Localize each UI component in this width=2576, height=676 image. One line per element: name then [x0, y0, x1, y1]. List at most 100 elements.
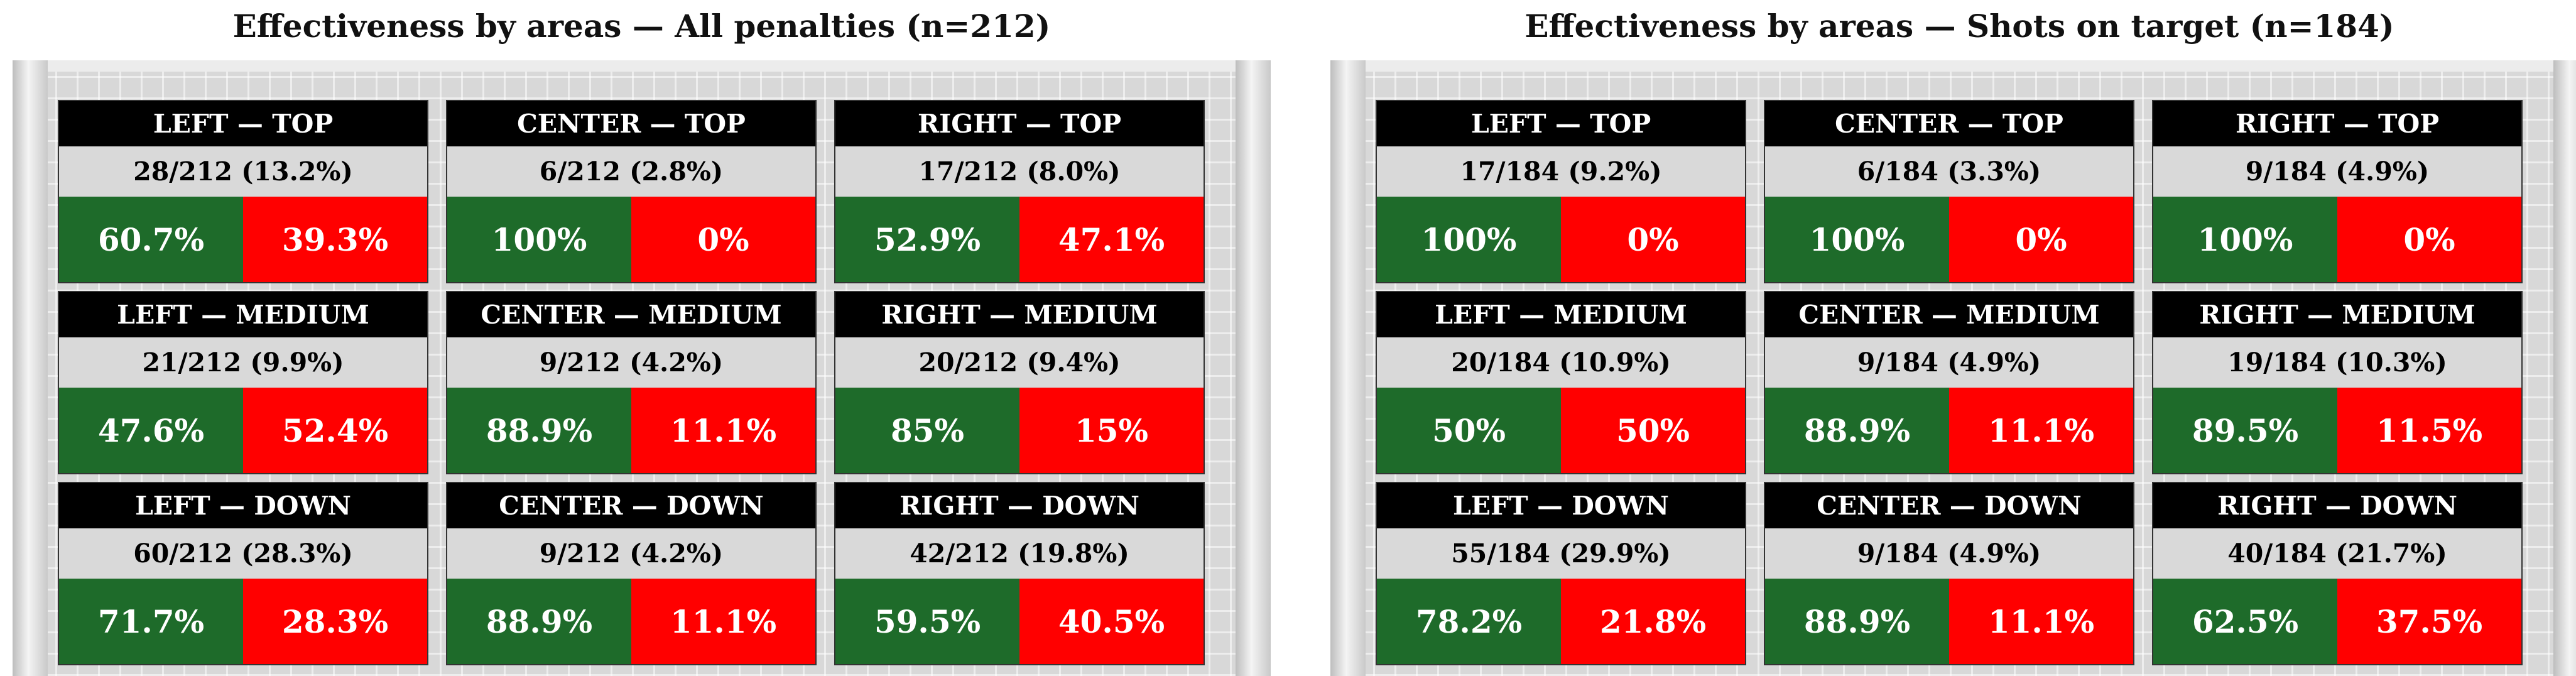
- area-percentages: 78.2% 21.8%: [1377, 579, 1745, 664]
- miss-percentage: 39.3%: [243, 197, 427, 282]
- miss-percentage: 11.1%: [1949, 388, 2133, 473]
- miss-percentage: 0%: [1561, 197, 1745, 282]
- goal-percentage: 62.5%: [2153, 579, 2337, 664]
- area-percentages: 47.6% 52.4%: [59, 388, 427, 473]
- panel-title: Effectiveness by areas — Shots on target…: [1524, 8, 2394, 45]
- goal-percentage: 88.9%: [447, 579, 631, 664]
- area-cell: LEFT — TOP 28/212 (13.2%) 60.7% 39.3%: [58, 100, 428, 283]
- area-percentages: 100% 0%: [447, 197, 815, 282]
- area-cell: LEFT — DOWN 60/212 (28.3%) 71.7% 28.3%: [58, 482, 428, 665]
- area-percentages: 88.9% 11.1%: [447, 579, 815, 664]
- area-cell: LEFT — TOP 17/184 (9.2%) 100% 0%: [1376, 100, 1746, 283]
- area-count: 20/212 (9.4%): [835, 337, 1204, 388]
- goal-percentage: 71.7%: [59, 579, 243, 664]
- area-percentages: 88.9% 11.1%: [1765, 579, 2133, 664]
- area-percentages: 100% 0%: [1765, 197, 2133, 282]
- area-count: 28/212 (13.2%): [59, 146, 427, 197]
- area-label: CENTER — DOWN: [447, 483, 815, 528]
- miss-percentage: 47.1%: [1019, 197, 1204, 282]
- area-label: CENTER — DOWN: [1765, 483, 2133, 528]
- goal-percentage: 88.9%: [447, 388, 631, 473]
- area-percentages: 89.5% 11.5%: [2153, 388, 2521, 473]
- area-cell: CENTER — MEDIUM 9/184 (4.9%) 88.9% 11.1%: [1764, 291, 2134, 474]
- goal-post-right: [2553, 60, 2576, 676]
- area-count: 20/184 (10.9%): [1377, 337, 1745, 388]
- goal-post-left: [1330, 60, 1366, 676]
- area-percentages: 59.5% 40.5%: [835, 579, 1204, 664]
- goal-percentage: 78.2%: [1377, 579, 1561, 664]
- area-count: 60/212 (28.3%): [59, 528, 427, 579]
- miss-percentage: 0%: [631, 197, 815, 282]
- goal-percentage: 89.5%: [2153, 388, 2337, 473]
- miss-percentage: 0%: [1949, 197, 2133, 282]
- area-percentages: 62.5% 37.5%: [2153, 579, 2521, 664]
- area-count: 9/184 (4.9%): [1765, 528, 2133, 579]
- goal-percentage: 100%: [2153, 197, 2337, 282]
- area-count: 6/212 (2.8%): [447, 146, 815, 197]
- area-count: 17/212 (8.0%): [835, 146, 1204, 197]
- area-cell: CENTER — DOWN 9/184 (4.9%) 88.9% 11.1%: [1764, 482, 2134, 665]
- area-cell: CENTER — DOWN 9/212 (4.2%) 88.9% 11.1%: [446, 482, 817, 665]
- goal-post-right: [1236, 60, 1271, 676]
- area-label: RIGHT — DOWN: [2153, 483, 2521, 528]
- area-label: RIGHT — TOP: [2153, 101, 2521, 146]
- area-count: 19/184 (10.3%): [2153, 337, 2521, 388]
- goal-percentage: 60.7%: [59, 197, 243, 282]
- area-count: 9/212 (4.2%): [447, 337, 815, 388]
- miss-percentage: 15%: [1019, 388, 1204, 473]
- miss-percentage: 37.5%: [2337, 579, 2521, 664]
- area-grid: LEFT — TOP 17/184 (9.2%) 100% 0% CENTER — TO…: [1376, 100, 2523, 665]
- area-cell: LEFT — MEDIUM 21/212 (9.9%) 47.6% 52.4%: [58, 291, 428, 474]
- area-count: 17/184 (9.2%): [1377, 146, 1745, 197]
- goal-percentage: 88.9%: [1765, 388, 1949, 473]
- miss-percentage: 50%: [1561, 388, 1745, 473]
- area-count: 55/184 (29.9%): [1377, 528, 1745, 579]
- area-cell: RIGHT — MEDIUM 20/212 (9.4%) 85% 15%: [834, 291, 1205, 474]
- area-label: RIGHT — MEDIUM: [2153, 292, 2521, 337]
- area-count: 9/184 (4.9%): [2153, 146, 2521, 197]
- area-label: LEFT — DOWN: [1377, 483, 1745, 528]
- area-count: 21/212 (9.9%): [59, 337, 427, 388]
- area-cell: LEFT — MEDIUM 20/184 (10.9%) 50% 50%: [1376, 291, 1746, 474]
- miss-percentage: 11.5%: [2337, 388, 2521, 473]
- goal-percentage: 100%: [1765, 197, 1949, 282]
- area-label: LEFT — TOP: [59, 101, 427, 146]
- area-percentages: 71.7% 28.3%: [59, 579, 427, 664]
- area-count: 9/184 (4.9%): [1765, 337, 2133, 388]
- area-label: CENTER — MEDIUM: [1765, 292, 2133, 337]
- miss-percentage: 28.3%: [243, 579, 427, 664]
- area-percentages: 50% 50%: [1377, 388, 1745, 473]
- area-cell: RIGHT — DOWN 42/212 (19.8%) 59.5% 40.5%: [834, 482, 1205, 665]
- miss-percentage: 11.1%: [1949, 579, 2133, 664]
- miss-percentage: 11.1%: [631, 579, 815, 664]
- area-percentages: 52.9% 47.1%: [835, 197, 1204, 282]
- area-label: RIGHT — TOP: [835, 101, 1204, 146]
- area-cell: RIGHT — TOP 9/184 (4.9%) 100% 0%: [2152, 100, 2523, 283]
- area-cell: LEFT — DOWN 55/184 (29.9%) 78.2% 21.8%: [1376, 482, 1746, 665]
- miss-percentage: 52.4%: [243, 388, 427, 473]
- area-count: 6/184 (3.3%): [1765, 146, 2133, 197]
- area-label: RIGHT — MEDIUM: [835, 292, 1204, 337]
- panel-title: Effectiveness by areas — All penalties (…: [232, 8, 1051, 45]
- area-percentages: 100% 0%: [2153, 197, 2521, 282]
- area-count: 9/212 (4.2%): [447, 528, 815, 579]
- miss-percentage: 0%: [2337, 197, 2521, 282]
- area-label: LEFT — TOP: [1377, 101, 1745, 146]
- area-cell: RIGHT — MEDIUM 19/184 (10.3%) 89.5% 11.5%: [2152, 291, 2523, 474]
- goal-percentage: 52.9%: [835, 197, 1019, 282]
- area-percentages: 100% 0%: [1377, 197, 1745, 282]
- area-label: LEFT — MEDIUM: [1377, 292, 1745, 337]
- area-cell: CENTER — MEDIUM 9/212 (4.2%) 88.9% 11.1%: [446, 291, 817, 474]
- goal-percentage: 85%: [835, 388, 1019, 473]
- area-label: LEFT — MEDIUM: [59, 292, 427, 337]
- area-percentages: 60.7% 39.3%: [59, 197, 427, 282]
- area-grid: LEFT — TOP 28/212 (13.2%) 60.7% 39.3% CENTER…: [58, 100, 1205, 665]
- goal-percentage: 100%: [447, 197, 631, 282]
- miss-percentage: 11.1%: [631, 388, 815, 473]
- area-percentages: 85% 15%: [835, 388, 1204, 473]
- goal-percentage: 88.9%: [1765, 579, 1949, 664]
- area-label: CENTER — TOP: [1765, 101, 2133, 146]
- miss-percentage: 40.5%: [1019, 579, 1204, 664]
- area-count: 42/212 (19.8%): [835, 528, 1204, 579]
- panel-shots-on-target: Effectiveness by areas — Shots on target…: [1330, 0, 2576, 676]
